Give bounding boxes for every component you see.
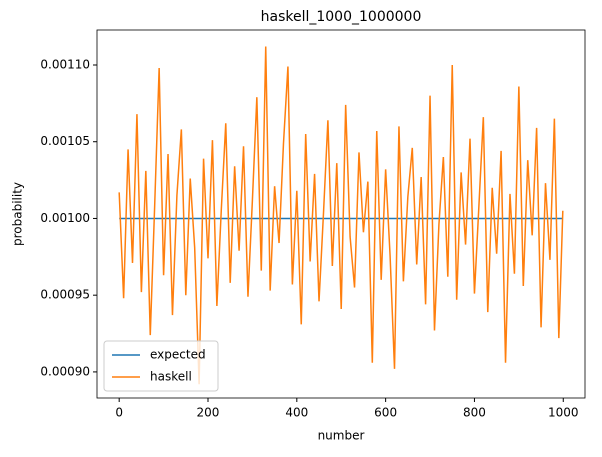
- legend-label: haskell: [150, 370, 192, 384]
- x-axis-label: number: [318, 429, 365, 443]
- y-tick-label: 0.00095: [40, 288, 90, 302]
- plot-frame: [96, 29, 586, 399]
- y-axis-label: probability: [11, 182, 25, 246]
- y-tick-label: 0.00090: [40, 364, 90, 378]
- chart-title: haskell_1000_1000000: [261, 9, 422, 25]
- y-tick-label: 0.00110: [40, 57, 90, 71]
- line-series: [118, 46, 564, 385]
- x-tick-label: 600: [374, 406, 397, 420]
- x-tick-label: 1000: [548, 406, 579, 420]
- x-tick-label: 800: [463, 406, 486, 420]
- y-tick-label: 0.00100: [40, 211, 90, 225]
- legend-label: expected: [150, 348, 206, 362]
- x-tick-label: 200: [197, 406, 220, 420]
- legend-box: [103, 340, 219, 392]
- x-tick-label: 0: [115, 406, 123, 420]
- x-tick-label: 400: [285, 406, 308, 420]
- y-tick-label: 0.00105: [40, 134, 90, 148]
